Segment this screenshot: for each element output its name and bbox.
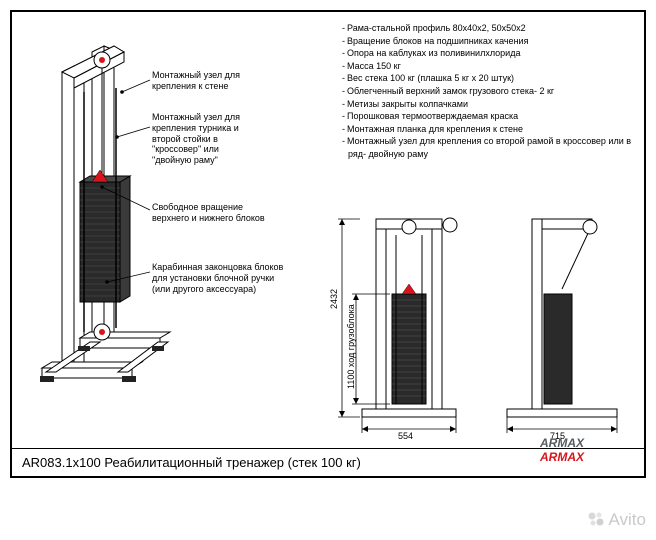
spec-list: Рама-стальной профиль 80х40х2, 50х50х2 В… [342,22,632,161]
callout-4: Карабинная законцовка блоков для установ… [152,262,283,294]
side-view [507,219,617,433]
dim-stroke: 1100 ход грузоблока [346,304,356,389]
spec-item: Масса 150 кг [342,60,632,73]
spec-item: Опора на каблуках из поливинилхлорида [342,47,632,60]
spec-item: Рама-стальной профиль 80х40х2, 50х50х2 [342,22,632,35]
spec-item: Вращение блоков на подшипниках качения [342,35,632,48]
callout-3: Свободное вращение верхнего и нижнего бл… [152,202,265,224]
spec-item: Облегченный верхний замок грузового стек… [342,85,632,98]
spec-item: Метизы закрыты колпачками [342,98,632,111]
spec-item: Монтажный узел для крепления со второй р… [342,135,632,160]
spec-item: Вес стека 100 кг (плашка 5 кг х 20 штук) [342,72,632,85]
drawing-sheet: Монтажный узел для крепления к стене Мон… [10,10,646,478]
spec-item: Порошковая термоотверждаемая краска [342,110,632,123]
watermark: Avito [587,510,646,530]
brand-logo: ARMAX ARMAX [540,436,584,464]
dim-height: 2432 [329,289,339,309]
dim-front-width: 554 [398,431,413,441]
front-view [362,218,457,433]
product-title: AR083.1х100 Реабилитационный тренажер (с… [22,455,361,470]
callout-2: Монтажный узел для крепления турника и в… [152,112,240,166]
dimension-views: 2432 1100 ход грузоблока 554 715 [332,199,632,444]
callout-1: Монтажный узел для крепления к стене [152,70,240,92]
spec-item: Монтажная планка для крепления к стене [342,123,632,136]
